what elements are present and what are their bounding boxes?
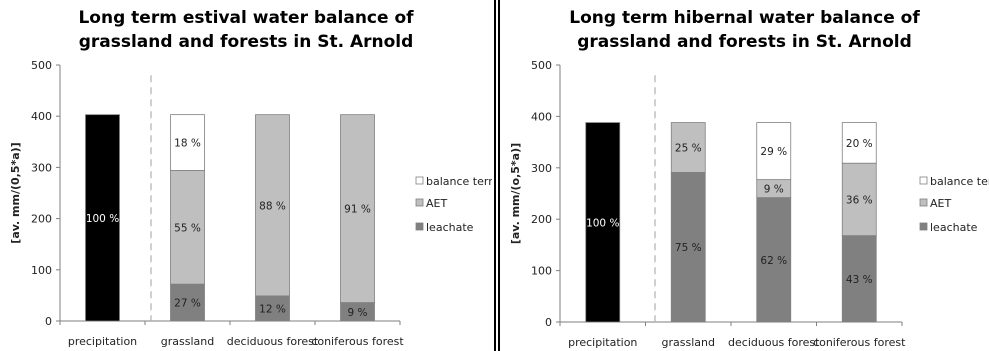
x-tick-label: precipitation [68,335,137,348]
estival-chart: 0 100 200 300 400 500 [av. mm/(0,5*a)] 100 % pre… [9,59,492,348]
legend-swatch-AET [919,198,928,207]
legend-label: AET [930,197,951,210]
legend-swatch-balance-term [415,176,424,185]
bar-segment-leachate [756,197,792,323]
chart-title: Long term estival water balance of grass… [0,6,492,54]
legend-swatch-leachate [919,222,928,231]
bar-segment-leachate [255,295,290,322]
y-tick-label: 300 [31,161,52,174]
x-tick-label: grassland [161,335,214,348]
x-tick-label: precipitation [568,336,637,349]
legend-label: leachate [426,221,474,234]
data-label: 43 % [846,274,873,286]
legend-label: balance term [426,175,492,188]
bar-segment-leachate [841,235,877,323]
chart-title-line-2: grassland and forests in St. Arnold [78,32,414,52]
data-label: 88 % [259,200,286,212]
x-tick-label: deciduous forest [227,335,319,348]
data-label: 55 % [174,222,201,234]
legend-swatch-balance-term [919,176,928,185]
data-label: 29 % [760,146,787,158]
bar-segment-AET [670,122,706,173]
x-tick-label: grassland [662,336,715,349]
y-tick-label: 200 [31,213,52,226]
legend-label: leachate [930,221,978,234]
data-label: 18 % [174,138,201,150]
y-tick-label: 100 [531,265,552,278]
bar-segment-precipitation [85,114,120,322]
data-label: 62 % [760,255,787,267]
bar-segment-precipitation [585,122,621,323]
y-tick-label: 400 [531,110,552,123]
bar-segment-AET [340,114,375,303]
legend-label: AET [426,197,447,210]
panel-divider [494,0,500,351]
bar-segment-balance-term [756,122,792,181]
data-label: 91 % [344,204,371,216]
data-label: 9 % [348,307,368,319]
data-label: 9 % [764,184,784,196]
bar-segment-AET [255,114,290,297]
chart-title-line-1: Long term hibernal water balance of [569,8,920,28]
y-tick-label: 0 [545,316,552,329]
data-label: 36 % [846,194,873,206]
bar-segment-AET [841,162,877,237]
y-tick-label: 0 [45,315,52,328]
bar-segment-leachate [170,283,205,322]
legend-swatch-leachate [415,222,424,231]
data-label: 75 % [675,242,702,254]
chart-title-line-2: grassland and forests in St. Arnold [577,32,912,52]
bar-segment-AET [170,170,205,285]
y-tick-label: 500 [31,59,52,72]
legend-swatch-AET [415,198,424,207]
x-tick-label: deciduous forest [728,336,820,349]
y-tick-label: 100 [31,264,52,277]
bar-segment-leachate [670,172,706,323]
chart-panel-hibernal: Long term hibernal water balance of gras… [500,0,989,351]
bar-segment-balance-term [841,122,877,164]
hibernal-chart: 0 100 200 300 400 500 [av. mm/(o,5*a)] 100 % pre… [509,59,989,349]
chart-title: Long term hibernal water balance of gras… [500,6,989,54]
legend-label: balance term [930,175,989,188]
chart-panel-estival: Long term estival water balance of grass… [0,0,492,351]
bar-segment-balance-term [170,114,205,171]
x-tick-label: coniferous forest [311,335,404,348]
data-label: 25 % [675,142,702,154]
chart-title-line-1: Long term estival water balance of [78,8,414,28]
data-label: 100 % [86,213,119,225]
y-tick-label: 300 [531,162,552,175]
x-tick-label: coniferous forest [813,336,906,349]
y-axis-label: [av. mm/(0,5*a)] [9,142,22,243]
y-tick-label: 200 [531,213,552,226]
y-tick-label: 400 [31,110,52,123]
data-label: 100 % [586,217,619,229]
data-label: 12 % [259,303,286,315]
data-label: 20 % [846,138,873,150]
data-label: 27 % [174,298,201,310]
y-axis-label: [av. mm/(o,5*a)] [509,143,522,244]
y-tick-label: 500 [531,59,552,72]
